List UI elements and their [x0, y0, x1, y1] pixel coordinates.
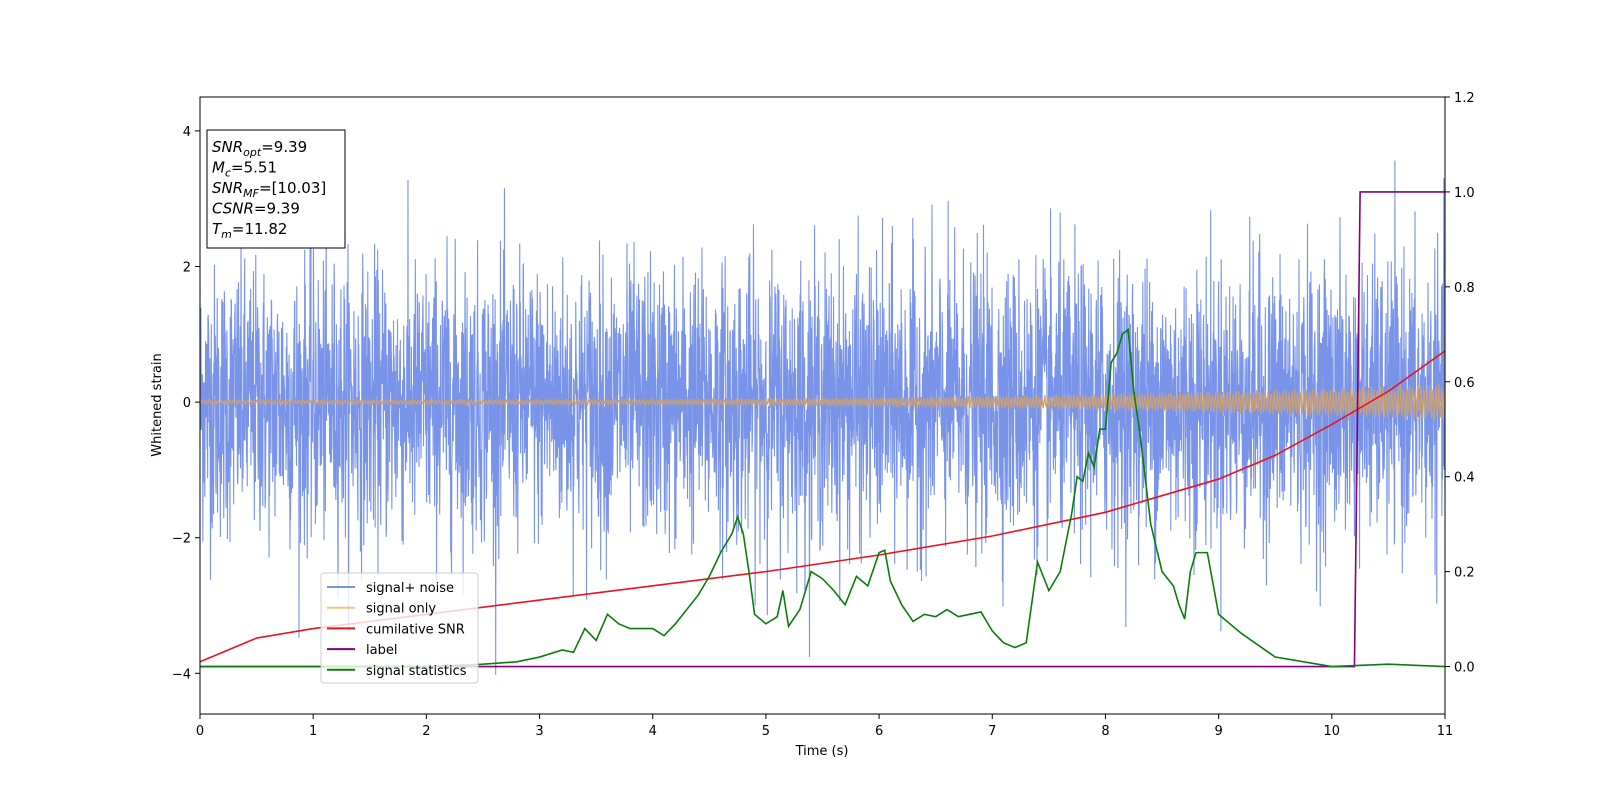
x-tick-label: 4 [649, 724, 657, 739]
y2-tick-label: 0.2 [1454, 566, 1475, 581]
annotation-line: SNRopt=9.39 [212, 138, 307, 159]
x-tick-label: 11 [1437, 724, 1454, 739]
x-tick-label: 10 [1324, 724, 1341, 739]
y2-tick-label: 1.2 [1454, 91, 1475, 106]
x-tick-label: 1 [309, 724, 317, 739]
legend-frame [320, 572, 479, 684]
x-tick-label: 2 [422, 724, 430, 739]
legend-entry: label [366, 643, 397, 658]
annotation-line: Tm=11.82 [212, 220, 287, 241]
y2-tick-label: 0.0 [1454, 661, 1475, 676]
plot-frame [199, 96, 1446, 715]
y-tick-label: −4 [172, 667, 191, 682]
y-axis-label: Whitened strain [150, 353, 165, 456]
x-tick-label: 6 [875, 724, 883, 739]
x-tick-label: 8 [1101, 724, 1109, 739]
x-tick-label: 7 [988, 724, 996, 739]
annotation-frame [206, 129, 346, 249]
y2-tick-label: 0.8 [1454, 281, 1475, 296]
x-axis-label: Time (s) [795, 744, 849, 759]
annotation-line: Mc=5.51 [212, 159, 277, 180]
x-tick-label: 0 [196, 724, 204, 739]
series-signal-only [200, 384, 1445, 421]
y-tick-label: 4 [183, 125, 191, 140]
legend-entry: signal only [366, 602, 436, 617]
axes: 0 1 2 3 4 5 6 7 8 9 10 11 −4 −2 0 2 4 0.0 0.2 0.4 0.6 0.8 1.0 1… [172, 91, 1475, 739]
x-tick-label: 3 [535, 724, 543, 739]
y-tick-label: 2 [183, 261, 191, 276]
annotation-line: CSNR=9.39 [212, 200, 300, 218]
x-tick-label: 9 [1214, 724, 1222, 739]
y2-tick-label: 0.4 [1454, 471, 1475, 486]
y-tick-label: −2 [172, 532, 191, 547]
y-tick-label: 0 [183, 396, 191, 411]
legend-entry: cumilative SNR [366, 622, 465, 637]
annotation-line: SNRMF=[10.03] [212, 179, 326, 200]
series-label [200, 191, 1445, 668]
y2-tick-label: 1.0 [1454, 186, 1475, 201]
legend-entry: signal+ noise [366, 581, 454, 596]
series-signal-statistics [200, 327, 1445, 668]
legend: signal+ noise signal only cumilative SNR la… [320, 572, 479, 684]
x-tick-label: 5 [762, 724, 770, 739]
annotation-box: SNRopt=9.39Mc=5.51SNRMF=[10.03]CSNR=9.39… [206, 129, 346, 249]
y2-tick-label: 0.6 [1454, 376, 1475, 391]
legend-entry: signal statistics [366, 664, 467, 679]
